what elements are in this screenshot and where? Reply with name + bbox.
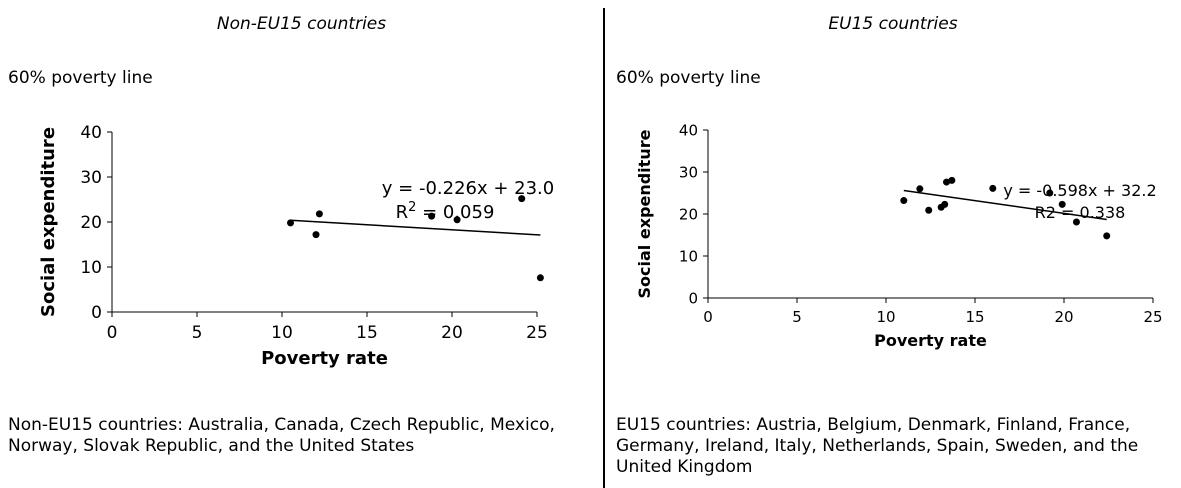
y-axis-label: Social expenditure	[635, 129, 654, 298]
panel-divider	[603, 8, 605, 488]
data-point	[312, 231, 320, 239]
data-point	[1046, 189, 1054, 197]
y-tick-label: 0	[91, 303, 102, 323]
x-tick-label: 20	[1054, 308, 1073, 326]
r-squared-symbol: R	[396, 202, 409, 223]
y-tick-label: 40	[679, 121, 698, 139]
trendline	[903, 189, 1107, 221]
y-tick-label: 20	[679, 205, 698, 223]
x-tick-label: 15	[965, 308, 984, 326]
data-point	[1058, 200, 1066, 208]
x-tick-label: 20	[441, 323, 463, 343]
r-squared-superscript: 2	[408, 200, 416, 215]
panel-title-non-eu15: Non-EU15 countries	[216, 14, 387, 34]
r-squared-value: = 0.059	[416, 202, 494, 223]
data-point	[518, 195, 526, 203]
y-tick-label: 30	[80, 168, 102, 188]
data-point	[315, 210, 323, 218]
data-point	[989, 184, 997, 192]
x-tick-label: 0	[703, 308, 713, 326]
x-tick-label: 5	[792, 308, 802, 326]
x-tick-label: 0	[107, 323, 118, 343]
y-tick-label: 30	[679, 163, 698, 181]
panel-title-eu15: EU15 countries	[828, 14, 958, 34]
data-point	[453, 216, 461, 224]
scatter-chart-eu15: 0 10 20 30 40 0 5 10 15 20 25 Poverty rate Social ex…	[635, 121, 1163, 350]
country-note-eu15: EU15 countries: Austria, Belgium, Denmar…	[616, 415, 1139, 477]
y-tick-label: 0	[688, 289, 698, 307]
data-point	[900, 197, 908, 205]
y-tick-label: 40	[80, 123, 102, 143]
x-tick-label: 5	[192, 323, 203, 343]
r-squared-label: R2 = 0.059	[396, 200, 495, 223]
x-tick-label: 25	[1143, 308, 1162, 326]
x-tick-label: 10	[876, 308, 895, 326]
data-point	[941, 200, 949, 208]
data-point	[1103, 232, 1111, 240]
data-point	[925, 206, 933, 214]
r-squared-label: R2 = 0.338	[1035, 203, 1126, 222]
data-point	[943, 178, 951, 186]
x-tick-label: 15	[356, 323, 378, 343]
y-tick-label: 10	[679, 247, 698, 265]
poverty-line-label-non-eu15: 60% poverty line	[8, 68, 153, 88]
data-point	[287, 219, 294, 227]
scatter-chart-non-eu15: 0 10 20 30 40 0 5 10 15 20 25 Poverty rate Social ex…	[38, 123, 554, 369]
data-point	[948, 176, 956, 184]
data-point	[428, 212, 436, 220]
poverty-line-label-eu15: 60% poverty line	[616, 68, 761, 88]
country-note-non-eu15: Non-EU15 countries: Australia, Canada, C…	[8, 415, 555, 456]
data-point	[1072, 218, 1080, 226]
data-point	[536, 274, 544, 282]
x-axis-label: Poverty rate	[261, 348, 388, 369]
regression-equation: y = -0.226x + 23.0	[382, 178, 554, 199]
y-tick-label: 20	[80, 213, 102, 233]
trendline	[290, 219, 541, 236]
x-tick-label: 25	[526, 323, 548, 343]
data-point	[916, 185, 924, 193]
y-tick-label: 10	[80, 258, 102, 278]
x-tick-label: 10	[271, 323, 293, 343]
y-axis-label: Social expenditure	[38, 127, 59, 317]
x-axis-label: Poverty rate	[874, 331, 987, 350]
regression-equation: y = -0.598x + 32.2	[1003, 181, 1156, 200]
